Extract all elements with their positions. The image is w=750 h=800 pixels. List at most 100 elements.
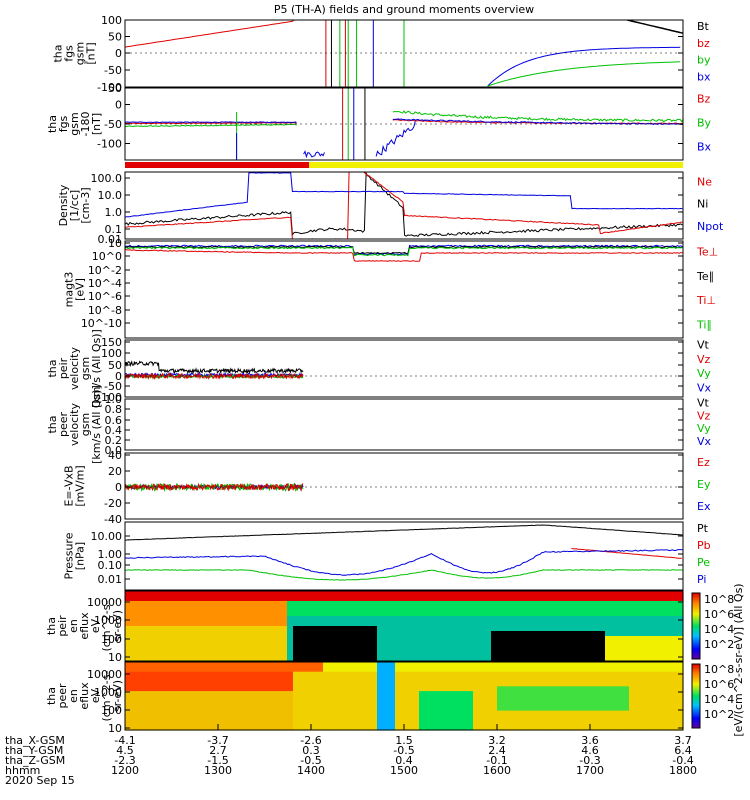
spectrogram-cell bbox=[665, 616, 672, 622]
spectrogram-cell bbox=[287, 646, 294, 652]
spectrogram-cell bbox=[371, 626, 378, 632]
spectrogram-cell bbox=[449, 720, 456, 726]
spectrogram-cell bbox=[371, 591, 378, 597]
spectrogram-cell bbox=[677, 601, 684, 607]
spectrogram-cell bbox=[431, 691, 438, 697]
spectrogram-cell bbox=[593, 705, 600, 712]
spectrogram-cell bbox=[593, 636, 600, 642]
spectrogram-cell bbox=[131, 715, 138, 721]
spectrogram-cell bbox=[161, 616, 168, 622]
spectrogram-cell bbox=[305, 676, 312, 683]
spectrogram-cell bbox=[539, 691, 546, 697]
spectrogram-cell bbox=[227, 676, 234, 683]
spectrogram-cell bbox=[299, 651, 306, 657]
spectrogram-cell bbox=[587, 686, 594, 692]
spectrogram-cell bbox=[365, 651, 372, 657]
spectrogram-cell bbox=[653, 686, 660, 692]
spectrogram-cell bbox=[341, 616, 348, 622]
spectrogram-cell bbox=[497, 616, 504, 622]
spectrogram-cell bbox=[407, 616, 414, 622]
spectrogram-cell bbox=[503, 715, 510, 721]
spectrogram-cell bbox=[395, 715, 402, 721]
spectrogram-cell bbox=[155, 626, 162, 632]
spectrogram-cell bbox=[497, 641, 504, 647]
spectrogram-cell bbox=[245, 705, 252, 712]
spectrogram-cell bbox=[203, 710, 210, 717]
spectrogram-cell bbox=[653, 676, 660, 683]
spectrogram-cell bbox=[257, 671, 264, 678]
spectrogram-cell bbox=[539, 696, 546, 702]
spectrogram-cell bbox=[521, 696, 528, 702]
xaxis-value: 3.7 bbox=[674, 734, 692, 747]
spectrogram-cell bbox=[179, 681, 186, 687]
spectrogram-cell bbox=[293, 601, 300, 607]
spectrogram-cell bbox=[605, 725, 612, 731]
spectrogram-cell bbox=[167, 606, 174, 612]
spectrogram-cell bbox=[245, 725, 252, 731]
spectrogram-cell bbox=[371, 700, 378, 707]
spectrogram-cell bbox=[569, 666, 576, 673]
spectrogram-cell bbox=[323, 686, 330, 692]
spectrogram-cell bbox=[671, 710, 678, 717]
spectrogram-cell bbox=[677, 715, 684, 721]
spectrogram-cell bbox=[509, 681, 516, 687]
spectrogram-cell bbox=[383, 666, 390, 673]
ytick-label: 1.0 bbox=[105, 206, 123, 219]
spectrogram-cell bbox=[347, 591, 354, 597]
spectrogram-cell bbox=[611, 611, 618, 617]
spectrogram-cell bbox=[467, 720, 474, 726]
spectrogram-cell bbox=[389, 626, 396, 632]
spectrogram-cell bbox=[641, 596, 648, 602]
spectrogram-cell bbox=[179, 691, 186, 697]
spectrogram-cell bbox=[635, 646, 642, 652]
legend-Vx: Vx bbox=[697, 381, 712, 394]
spectrogram-cell bbox=[131, 621, 138, 627]
spectrogram-cell bbox=[449, 725, 456, 731]
spectrogram-cell bbox=[323, 662, 330, 668]
spectrogram-cell bbox=[281, 720, 288, 726]
spectrogram-cell bbox=[677, 606, 684, 612]
ytick-label: 0.2 bbox=[105, 434, 123, 447]
spectrogram-cell bbox=[269, 696, 276, 702]
spectrogram-cell bbox=[599, 662, 606, 668]
xaxis-value: 1300 bbox=[204, 764, 232, 777]
spectrogram-cell bbox=[227, 611, 234, 617]
spectrogram-cell bbox=[353, 616, 360, 622]
spectrogram-cell bbox=[563, 636, 570, 642]
spectrogram-cell bbox=[473, 705, 480, 712]
spectrogram-cell bbox=[155, 662, 162, 668]
spectrogram-cell bbox=[557, 671, 564, 678]
spectrogram-cell bbox=[407, 691, 414, 697]
spectrogram-cell bbox=[263, 725, 270, 731]
spectrogram-cell bbox=[209, 651, 216, 657]
spectrogram-cell bbox=[395, 591, 402, 597]
spectrogram-cell bbox=[665, 676, 672, 683]
spectrogram-cell bbox=[341, 641, 348, 647]
spectrogram-cell bbox=[221, 606, 228, 612]
spectrogram-cell bbox=[383, 725, 390, 731]
spectrogram-cell bbox=[263, 641, 270, 647]
spectrogram-cell bbox=[587, 636, 594, 642]
spectrogram-cell bbox=[563, 725, 570, 731]
spectrogram-cell bbox=[431, 606, 438, 612]
spectrogram-cell bbox=[269, 700, 276, 707]
spectrogram-cell bbox=[467, 686, 474, 692]
spectrogram-cell bbox=[575, 720, 582, 726]
spectrogram-cell bbox=[179, 666, 186, 673]
spectrogram-cell bbox=[653, 656, 660, 662]
spectrogram-cell bbox=[593, 616, 600, 622]
spectrogram-cell bbox=[437, 700, 444, 707]
spectrogram-cell bbox=[203, 626, 210, 632]
spectrogram-cell bbox=[611, 705, 618, 712]
spectrogram-cell bbox=[617, 691, 624, 697]
spectrogram-cell bbox=[485, 596, 492, 602]
spectrogram-cell bbox=[671, 686, 678, 692]
legend-By: By bbox=[697, 116, 712, 129]
spectrogram-cell bbox=[173, 631, 180, 637]
spectrogram-cell bbox=[437, 671, 444, 678]
spectrogram-cell bbox=[551, 710, 558, 717]
spectrogram-cell bbox=[479, 705, 486, 712]
spectrogram-cell bbox=[299, 725, 306, 731]
spectrogram-cell bbox=[329, 611, 336, 617]
spectrogram-cell bbox=[305, 616, 312, 622]
